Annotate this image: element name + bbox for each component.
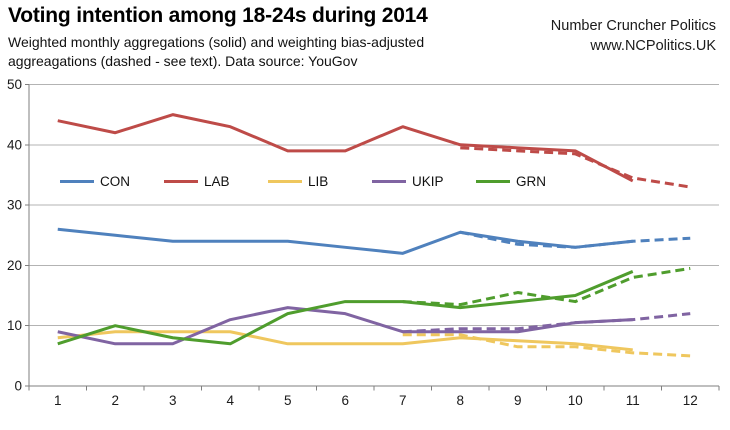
x-tick-label: 6 [341,393,349,408]
brand-name: Number Cruncher Politics [550,18,716,34]
legend-label-ukip: UKIP [412,173,444,189]
y-tick-label: 40 [7,137,22,152]
legend-item-con: CON [60,174,164,189]
x-tick-label: 9 [514,393,522,408]
legend-item-lab: LAB [164,174,268,189]
legend-swatch-con [60,179,94,183]
y-tick-label: 20 [7,258,22,273]
x-tick-label: 1 [54,393,62,408]
series-grn-bias-adjusted [402,266,691,307]
legend-item-lib: LIB [268,174,372,189]
subtitle-line-1: Weighted monthly aggregations (solid) an… [8,34,425,50]
x-tick-label: 2 [111,393,119,408]
y-tick-label: 50 [7,78,22,92]
y-tick-label: 30 [7,198,22,213]
chart-legend: CON LAB LIB UKIP GRN [60,172,546,190]
legend-label-lab: LAB [204,173,230,189]
legend-label-lib: LIB [308,173,329,189]
page-title: Voting intention among 18-24s during 201… [8,4,428,27]
brand-block: Number Cruncher Politics www.NCPolitics.… [551,16,716,56]
brand-url[interactable]: www.NCPolitics.UK [590,38,716,54]
series-lab-bias-adjusted [460,146,691,189]
legend-swatch-lib [268,179,302,183]
legend-item-grn: GRN [476,174,546,189]
series-con-bias-adjusted [459,230,691,249]
x-tick-label: 8 [456,393,464,408]
x-tick-label: 12 [683,393,698,408]
y-tick-label: 0 [14,379,22,394]
x-tick-label: 4 [226,393,234,408]
legend-label-con: CON [100,173,130,189]
series-con [57,227,633,255]
legend-label-grn: GRN [516,173,546,189]
x-tick-label: 3 [169,393,177,408]
series-lib-bias-adjusted [402,333,691,358]
legend-swatch-ukip [372,179,406,183]
x-tick-label: 11 [626,393,640,408]
line-chart: 0 10 20 30 40 50 1 2 3 4 5 6 7 8 9 10 11 12 CON LAB LIB UKIP… [0,78,730,430]
series-lib [57,330,633,352]
series-grn [57,270,634,346]
chart-subtitle: Weighted monthly aggregations (solid) an… [8,33,424,71]
series-ukip [57,306,633,346]
x-tick-label: 5 [284,393,292,408]
y-tick-label: 10 [7,318,22,333]
x-tick-label: 7 [399,393,407,408]
series-lab [57,113,634,183]
subtitle-line-2: aggreagations (dashed - see text). Data … [8,53,358,69]
legend-item-ukip: UKIP [372,174,476,189]
legend-swatch-lab [164,179,198,183]
legend-swatch-grn [476,179,510,183]
x-tick-label: 10 [568,393,583,408]
series-ukip-bias-adjusted [402,312,691,334]
